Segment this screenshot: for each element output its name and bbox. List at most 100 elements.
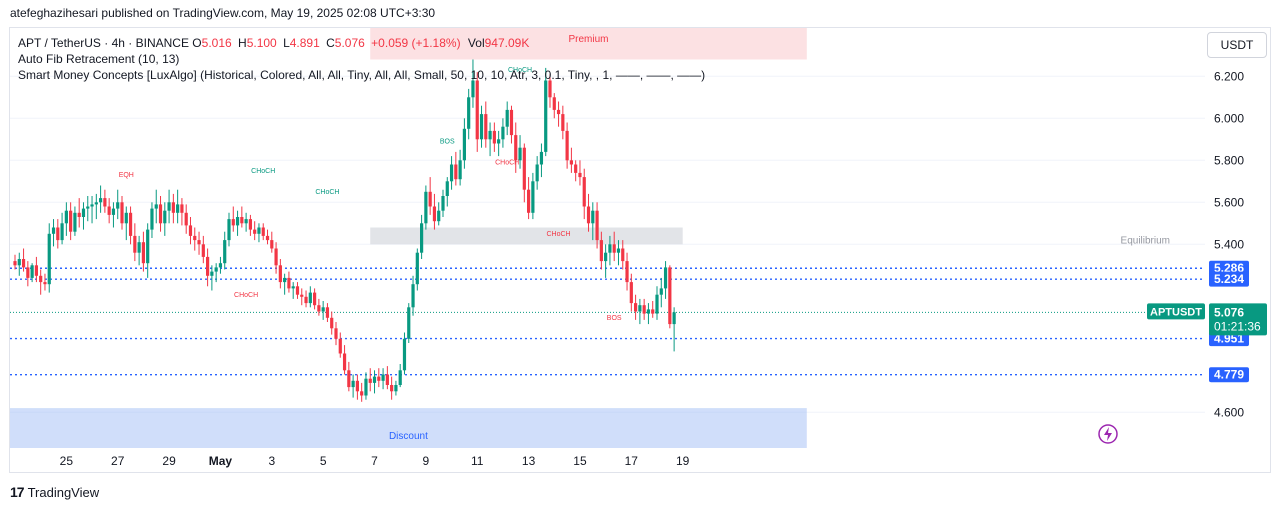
candle-body (488, 130, 492, 140)
candle-body (90, 204, 94, 207)
candle-body (107, 206, 111, 215)
legend-indicator-fib[interactable]: Auto Fib Retracement (10, 13) (18, 52, 180, 66)
candle-body (283, 277, 287, 283)
candle-body (415, 252, 419, 285)
candle-body (556, 109, 561, 115)
candle-body (77, 212, 81, 217)
last-price-tag (1209, 303, 1267, 336)
x-tick-label: 9 (423, 454, 430, 468)
legend-high-label: H (238, 36, 247, 50)
candle-body (565, 130, 569, 161)
candle-body (214, 267, 218, 272)
price-level-tag-label: 4.779 (1214, 368, 1244, 382)
candle-body (248, 219, 252, 230)
candle-body (595, 210, 599, 241)
candle-body (86, 206, 90, 209)
candle-body (158, 204, 163, 224)
candle-body (47, 233, 51, 285)
candle-body (321, 307, 325, 312)
candle-body (616, 248, 621, 253)
candle-body (26, 267, 30, 278)
candle-body (313, 292, 317, 306)
candle-body (304, 296, 308, 304)
zone-equilibrium (370, 227, 683, 245)
candle-body (655, 294, 659, 314)
candle-body (454, 164, 458, 180)
candle-body (539, 151, 544, 165)
candle-body (372, 376, 377, 383)
candle-body (56, 227, 60, 241)
plot-area (10, 28, 1205, 448)
candle-body (317, 305, 321, 312)
candle-body (146, 229, 150, 264)
candle-body (449, 164, 454, 182)
legend-open-label: O (192, 36, 202, 50)
candle-body (154, 204, 158, 209)
candle-body (150, 208, 154, 230)
candle-body (552, 97, 556, 110)
candle-body (171, 202, 175, 213)
alert-bolt-glyph-icon (1104, 427, 1112, 441)
candle-body (103, 198, 107, 207)
candle-body (479, 114, 484, 140)
x-tick-label: May (209, 454, 233, 468)
candle-body (69, 210, 73, 232)
legend-volume-value: 947.09K (484, 36, 530, 50)
candle-body (300, 294, 304, 297)
attribution-text: atefeghazihesari published on TradingVie… (10, 6, 436, 20)
candle-body (646, 309, 651, 314)
legend-indicator-smc[interactable]: Smart Money Concepts [LuxAlgo] (Historic… (18, 68, 706, 82)
candle-body (509, 109, 514, 136)
x-tick-label: 29 (162, 454, 176, 468)
legend-open-value: 5.016 (201, 36, 232, 50)
candle-body (518, 147, 522, 161)
candle-body (111, 208, 116, 215)
candle-body (197, 240, 201, 245)
candle-body (124, 212, 128, 224)
candle-body (659, 288, 663, 295)
footer-brand-text: TradingView (27, 484, 100, 500)
footer-branding[interactable]: 17 TradingView (10, 484, 99, 500)
candle-body (394, 385, 398, 392)
candle-body (522, 147, 526, 190)
candle-body (274, 248, 278, 266)
tradingview-logo-icon: 17 (10, 484, 25, 500)
x-tick-label: 13 (522, 454, 536, 468)
candle-body (188, 225, 193, 236)
legend-symbol[interactable]: APT / TetherUS · 4h · BINANCE (18, 36, 189, 50)
structure-label: EQH (119, 172, 134, 179)
currency-button[interactable]: USDT (1207, 32, 1267, 58)
candle-body (651, 309, 655, 314)
x-tick-label: 15 (573, 454, 587, 468)
chart-frame[interactable] (9, 27, 1271, 473)
candle-body (240, 217, 244, 224)
candle-body (561, 114, 565, 131)
candle-body (133, 235, 137, 253)
candle-body (591, 210, 595, 224)
candle-body (462, 128, 466, 161)
candle-body (544, 80, 548, 152)
y-tick-label: 5.400 (1214, 237, 1244, 251)
candle-body (235, 217, 240, 226)
candle-body (39, 275, 43, 283)
candle-body (94, 202, 98, 205)
zone-label-premium: Premium (569, 34, 609, 45)
candle-body (201, 244, 205, 257)
candle-body (548, 80, 552, 98)
structure-label: CHoCH (495, 160, 519, 167)
candle-body (432, 206, 437, 222)
candle-body (608, 244, 612, 253)
symbol-tag-label: APTUSDT (1150, 306, 1202, 318)
candle-body (223, 240, 227, 264)
candle-body (428, 191, 432, 207)
candle-body (265, 235, 270, 241)
candle-body (193, 235, 197, 241)
candle-body (73, 212, 77, 232)
x-tick-label: 7 (371, 454, 378, 468)
candle-body (634, 303, 638, 312)
candle-body (668, 267, 672, 325)
candle-body (21, 259, 26, 268)
candle-body (625, 261, 629, 283)
candle-body (578, 172, 582, 178)
